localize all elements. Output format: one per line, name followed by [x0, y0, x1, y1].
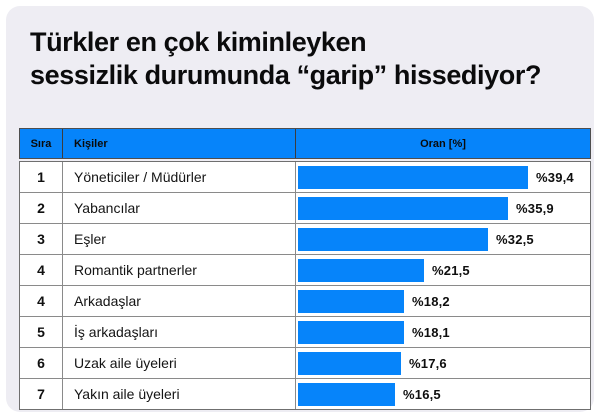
- people-cell: İş arkadaşları: [62, 317, 295, 347]
- people-cell: Uzak aile üyeleri: [62, 348, 295, 378]
- rank-cell: 2: [37, 200, 45, 216]
- table-row: 7 Yakın aile üyeleri %16,5: [20, 378, 590, 409]
- table-row: 4 Arkadaşlar %18,2: [20, 285, 590, 316]
- percentage-label: %18,2: [412, 293, 450, 309]
- rank-cell: 4: [37, 293, 45, 309]
- percentage-bar: [298, 289, 404, 313]
- chart-title-line1: Türkler en çok kiminleyken: [30, 27, 367, 57]
- table-row: 6 Uzak aile üyeleri %17,6: [20, 347, 590, 378]
- table-row: 5 İş arkadaşları %18,1: [20, 316, 590, 347]
- people-cell: Yakın aile üyeleri: [62, 379, 295, 409]
- people-cell: Arkadaşlar: [62, 286, 295, 316]
- rank-cell: 4: [37, 262, 45, 278]
- infographic-card: Türkler en çok kiminleyken sessizlik dur…: [6, 6, 594, 412]
- share-cell: %39,4: [295, 162, 590, 192]
- share-cell: %16,5: [295, 379, 590, 409]
- ranking-table: Sıra Kişiler Oran [%] 1 Yöneticiler / Mü…: [19, 128, 591, 410]
- percentage-label: %17,6: [409, 355, 447, 371]
- table-row: 1 Yöneticiler / Müdürler %39,4: [20, 162, 590, 192]
- percentage-bar: [298, 258, 424, 282]
- percentage-label: %32,5: [496, 231, 534, 247]
- table-row: 2 Yabancılar %35,9: [20, 192, 590, 223]
- rank-cell: 5: [37, 324, 45, 340]
- percentage-label: %16,5: [403, 386, 441, 402]
- table-header-row: Sıra Kişiler Oran [%]: [19, 128, 591, 159]
- share-cell: %18,2: [295, 286, 590, 316]
- share-cell: %32,5: [295, 224, 590, 254]
- table-body: 1 Yöneticiler / Müdürler %39,4 2 Yabancı…: [19, 161, 591, 410]
- column-header-people: Kişiler: [62, 129, 295, 158]
- rank-cell: 6: [37, 355, 45, 371]
- column-header-rank: Sıra: [30, 137, 52, 150]
- chart-title: Türkler en çok kiminleyken sessizlik dur…: [30, 26, 541, 92]
- percentage-bar: [298, 196, 508, 220]
- percentage-bar: [298, 227, 488, 251]
- share-cell: %21,5: [295, 255, 590, 285]
- percentage-label: %39,4: [536, 169, 574, 185]
- people-cell: Yabancılar: [62, 193, 295, 223]
- table-row: 3 Eşler %32,5: [20, 223, 590, 254]
- people-cell: Yöneticiler / Müdürler: [62, 162, 295, 192]
- rank-cell: 3: [37, 231, 45, 247]
- rank-cell: 1: [37, 169, 45, 185]
- column-header-share: Oran [%]: [295, 129, 590, 158]
- percentage-bar: [298, 320, 404, 344]
- percentage-label: %18,1: [412, 324, 450, 340]
- percentage-label: %35,9: [516, 200, 554, 216]
- people-cell: Romantik partnerler: [62, 255, 295, 285]
- people-cell: Eşler: [62, 224, 295, 254]
- table-row: 4 Romantik partnerler %21,5: [20, 254, 590, 285]
- chart-title-line2: sessizlik durumunda “garip” hissediyor?: [30, 60, 542, 90]
- share-cell: %17,6: [295, 348, 590, 378]
- share-cell: %35,9: [295, 193, 590, 223]
- percentage-label: %21,5: [432, 262, 470, 278]
- percentage-bar: [298, 165, 528, 189]
- percentage-bar: [298, 382, 395, 406]
- share-cell: %18,1: [295, 317, 590, 347]
- percentage-bar: [298, 351, 401, 375]
- rank-cell: 7: [37, 386, 45, 402]
